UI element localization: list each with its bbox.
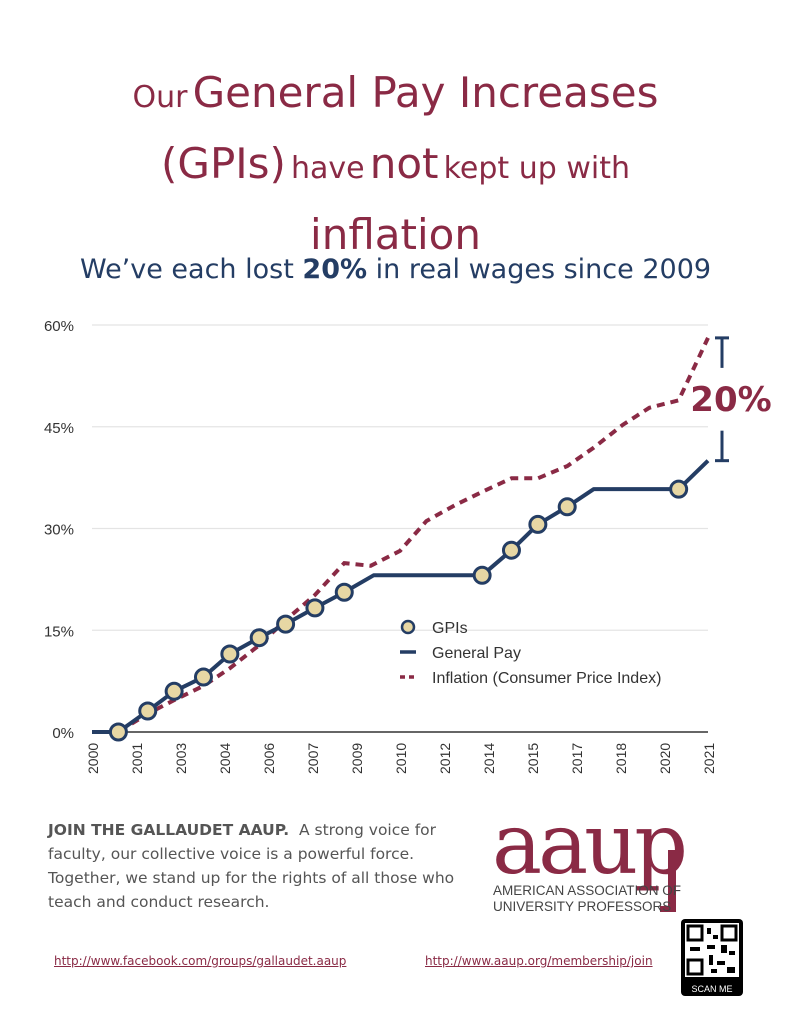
gpi-point [305, 598, 325, 618]
aaup-logo: aaup [492, 795, 688, 893]
x-tick-label: 2001 [129, 743, 145, 774]
gap-annotation: 20% [690, 380, 771, 420]
y-tick-label: 0% [52, 725, 74, 742]
gpi-point [276, 614, 296, 634]
aaup-membership-link[interactable]: http://www.aaup.org/membership/join [425, 954, 653, 968]
x-tick-label: 2020 [657, 743, 673, 774]
title-text: General Pay Increases [192, 68, 659, 117]
gpi-point [138, 701, 158, 721]
x-tick-label: 2018 [613, 743, 629, 774]
gpi-point [501, 540, 521, 560]
qr-label: SCAN ME [691, 984, 733, 994]
x-tick-label: 2007 [305, 743, 321, 774]
legend-label: General Pay [432, 645, 521, 662]
title-text: have [291, 151, 365, 186]
join-body: A strong voice for faculty, our collecti… [48, 821, 455, 911]
logo-decoration [660, 906, 676, 912]
y-tick-label: 15% [44, 623, 74, 640]
facebook-link[interactable]: http://www.facebook.com/groups/gallaudet… [54, 954, 347, 968]
subtitle-text: We’ve each lost [79, 254, 294, 285]
qr-icon [686, 924, 738, 976]
qr-code[interactable]: SCAN ME [681, 919, 743, 996]
y-tick-label: 45% [44, 420, 74, 437]
page-title: Our General Pay Increases (GPIs) have no… [0, 62, 791, 275]
legend-label: Inflation (Consumer Price Index) [432, 670, 661, 687]
general-pay-line [92, 459, 710, 734]
y-tick-label: 30% [44, 522, 74, 539]
gpi-point [220, 644, 240, 664]
logo-sub-line: AMERICAN ASSOCIATION OF [493, 883, 682, 898]
gpi-point [249, 628, 269, 648]
logo-sub-line: UNIVERSITY PROFESSORS [493, 899, 672, 914]
x-tick-label: 2014 [481, 743, 497, 774]
logo-subtitle: AMERICAN ASSOCIATION OF UNIVERSITY PROFES… [493, 883, 681, 915]
subtitle: We’ve each lost 20% in real wages since … [0, 254, 791, 285]
x-tick-label: 2010 [393, 743, 409, 774]
x-tick-label: 2017 [569, 743, 585, 774]
title-text: not [369, 139, 439, 188]
join-text: JOIN THE GALLAUDET AAUP. A strong voice … [48, 818, 478, 914]
title-text: inflation [310, 210, 481, 259]
x-tick-label: 2004 [217, 743, 233, 774]
gpi-point [669, 479, 689, 499]
x-tick-label: 2000 [85, 743, 101, 774]
x-tick-label: 2003 [173, 743, 189, 774]
y-tick-label: 60% [44, 318, 74, 335]
x-tick-label: 2012 [437, 743, 453, 774]
gpi-point [472, 565, 492, 585]
title-text: (GPIs) [161, 139, 286, 188]
inflation-line [92, 337, 710, 734]
subtitle-text: in real wages since 2009 [375, 254, 712, 285]
gpi-point [193, 667, 213, 687]
qr-code-pattern [685, 923, 739, 977]
gpi-point [164, 681, 184, 701]
x-tick-label: 2021 [701, 743, 717, 774]
join-heading: JOIN THE GALLAUDET AAUP. [48, 821, 290, 839]
logo-decoration [668, 850, 676, 912]
legend-label: GPIs [432, 620, 468, 637]
x-tick-label: 2009 [349, 743, 365, 774]
subtitle-highlight: 20% [302, 254, 368, 285]
gpi-point [108, 722, 128, 742]
legend-gpi-marker [400, 619, 416, 635]
x-tick-label: 2006 [261, 743, 277, 774]
gpi-point [334, 582, 354, 602]
gpi-point [557, 497, 577, 517]
title-text: kept up with [443, 151, 630, 186]
title-text: Our [132, 80, 188, 115]
x-tick-label: 2015 [525, 743, 541, 774]
gpi-point [528, 514, 548, 534]
